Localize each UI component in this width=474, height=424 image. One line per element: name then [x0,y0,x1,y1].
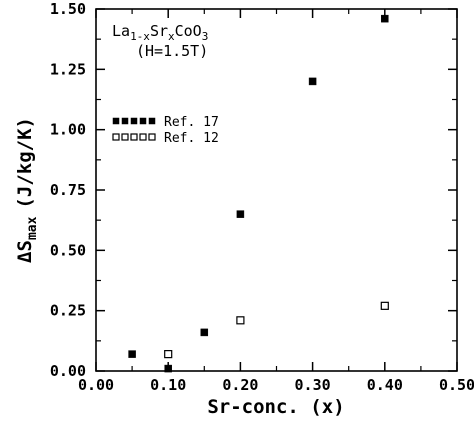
formula-part: 1-x [130,30,150,43]
legend-label: Ref. 12 [164,131,219,146]
y-axis-title-prefix: ΔS [14,240,36,263]
y-tick-label: 0.00 [50,362,86,380]
legend-marker [148,133,156,141]
legend-marker [139,133,147,141]
x-axis-title: Sr-conc. (x) [207,396,344,418]
legend-marker [130,133,138,141]
x-tick-label: 0.20 [222,376,258,394]
x-tick-label: 0.00 [78,376,114,394]
formula-part: Sr [150,22,168,40]
y-axis-title: ΔSmax (J/kg/K) [14,117,40,263]
legend-marker [121,133,129,141]
data-point-ref17 [164,364,172,373]
legend-marker [148,117,156,125]
y-tick-label: 1.50 [50,0,86,18]
x-tick-label: 0.10 [150,376,186,394]
legend-label: Ref. 17 [164,115,219,130]
formula-part: CoO [175,22,202,40]
legend-marker [112,117,120,125]
x-tick-label: 0.40 [367,376,403,394]
data-point-ref17 [308,77,317,86]
data-point-ref12 [236,316,245,325]
legend-marker [112,133,120,141]
formula-part: 3 [202,30,209,43]
data-point-ref17 [128,350,136,358]
plot-frame [95,8,458,372]
legend-marker [121,117,129,125]
y-tick-label: 0.50 [50,241,86,259]
y-axis-title-units: (J/kg/K) [14,117,36,209]
formula-annotation: La1-xSrxCoO3 [112,22,208,43]
x-tick-label: 0.30 [295,376,331,394]
formula-part: La [112,22,130,40]
y-axis-title-subscript: max [25,216,40,240]
data-point-ref17 [381,14,389,23]
x-tick-label: 0.50 [439,376,474,394]
data-point-ref17 [236,210,245,218]
y-tick-label: 0.75 [50,181,86,199]
y-tick-label: 0.25 [50,302,86,320]
points-layer [128,14,389,373]
legend-marker [139,117,147,125]
condition-annotation: (H=1.5T) [136,42,208,60]
ticks-layer: 0.00 0.10 0.20 0.30 0.40 0.50 0.00 0.25 0.50 0.75… [50,0,474,394]
y-tick-label: 1.00 [50,121,86,139]
data-point-ref12 [380,301,389,310]
legend-marker [130,117,138,125]
data-point-ref17 [200,328,209,337]
formula-part: x [168,30,175,43]
y-tick-label: 1.25 [50,60,86,78]
data-point-ref12 [164,350,173,359]
